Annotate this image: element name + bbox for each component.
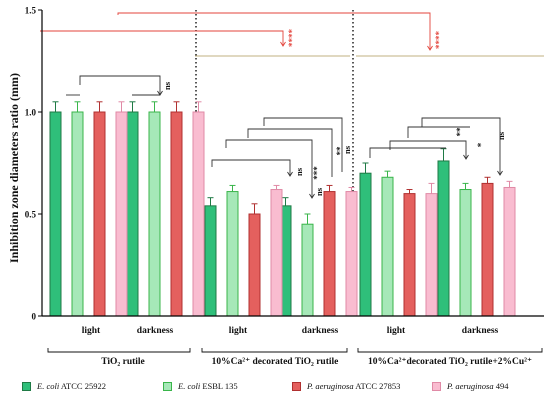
sig-bracket (263, 117, 343, 172)
arrow-head (280, 41, 286, 47)
sig-bracket (389, 140, 467, 159)
bar (148, 111, 161, 317)
x-tick-label: light (229, 326, 248, 336)
bar (204, 205, 217, 317)
legend-item: P. aeruginosa ATCC 27853 (292, 378, 400, 394)
bar (425, 193, 438, 317)
legend-swatch (22, 381, 31, 391)
significance-label: ns (342, 145, 352, 154)
bar (49, 111, 62, 317)
bar (115, 111, 128, 317)
legend-label: P. aeruginosa ATCC 27853 (307, 381, 401, 391)
group-bracket (357, 348, 543, 353)
x-tick-label: light (387, 326, 406, 336)
bar (359, 172, 372, 317)
arrow-head (309, 193, 315, 199)
legend-swatch (292, 381, 301, 391)
significance-label: ** (335, 146, 345, 156)
bar (71, 111, 84, 317)
arrow-head (287, 171, 293, 177)
bar (403, 193, 416, 317)
significance-label: ns (314, 187, 324, 196)
legend-swatch (163, 381, 172, 391)
legend-item: E. coli ESBL 135 (163, 378, 238, 394)
legend-item: E. coli ATCC 25922 (22, 378, 106, 394)
significance-label: * (476, 142, 486, 147)
bar (323, 191, 336, 317)
sig-bracket (407, 126, 470, 138)
legend-swatch (432, 381, 441, 391)
bar (170, 111, 183, 317)
y-axis-label: Inhibition zone diameters ratio (mm) (7, 73, 21, 263)
legend: E. coli ATCC 25922 E. coli ESBL 135 P. aer… (0, 378, 550, 398)
bar (345, 191, 358, 317)
sig-bracket (79, 75, 161, 95)
significance-label: ** (455, 127, 465, 137)
significance-label: **** (434, 31, 444, 50)
bar (437, 160, 450, 317)
x-tick-label: darkness (302, 326, 339, 336)
bar (192, 111, 205, 317)
sig-bracket (117, 12, 431, 50)
y-tick-label: 1.0 (25, 108, 37, 118)
bar (226, 191, 239, 317)
y-tick-label: 0 (32, 312, 37, 322)
sig-bracket (247, 128, 333, 177)
group-label: 10%Ca²⁺ decorated TiO₂ rutile (212, 357, 339, 367)
y-tick-label: 1.5 (25, 6, 37, 16)
significance-label: *** (312, 166, 322, 180)
group-bracket (201, 348, 348, 353)
group-bracket (47, 348, 191, 353)
bar-layer (49, 101, 516, 317)
significance-label: ns (294, 167, 304, 176)
bar (503, 186, 516, 317)
x-tick-label: light (82, 326, 101, 336)
x-tick-label: darkness (462, 326, 499, 336)
sig-bracket (225, 139, 313, 198)
legend-label: E. coli ESBL 135 (178, 381, 238, 391)
arrow-head (463, 154, 469, 160)
y-tick-label: 0.5 (25, 210, 37, 220)
sig-bracket (369, 147, 446, 158)
group-label: TiO₂ rutile (101, 357, 145, 367)
bar (248, 213, 261, 317)
bar (270, 189, 283, 317)
significance-label: ns (162, 81, 172, 90)
axis-layer: 0 0.5 1.0 1.5 light darkness light darkness ligh… (25, 6, 544, 367)
arrow-head (427, 45, 433, 51)
x-tick-label: darkness (137, 326, 174, 336)
bar (459, 189, 472, 317)
legend-item: P. aeruginosa 494 (432, 378, 508, 394)
sig-bracket (421, 117, 501, 175)
legend-label: P. aeruginosa 494 (447, 381, 509, 391)
sig-bracket (40, 30, 284, 46)
arrow-head (497, 170, 503, 176)
legend-label: E. coli ATCC 25922 (37, 381, 106, 391)
bar (381, 176, 394, 317)
bar (301, 223, 314, 317)
significance-label: **** (287, 29, 297, 48)
arrow-head (157, 90, 163, 96)
significance-label: ns (496, 131, 506, 140)
bar (93, 111, 106, 317)
group-label: 10%Ca²⁺decorated TiO₂ rutile+2%Cu²⁺ (368, 357, 532, 367)
bar (481, 182, 494, 317)
bar (126, 111, 139, 317)
sig-bracket (211, 159, 291, 176)
